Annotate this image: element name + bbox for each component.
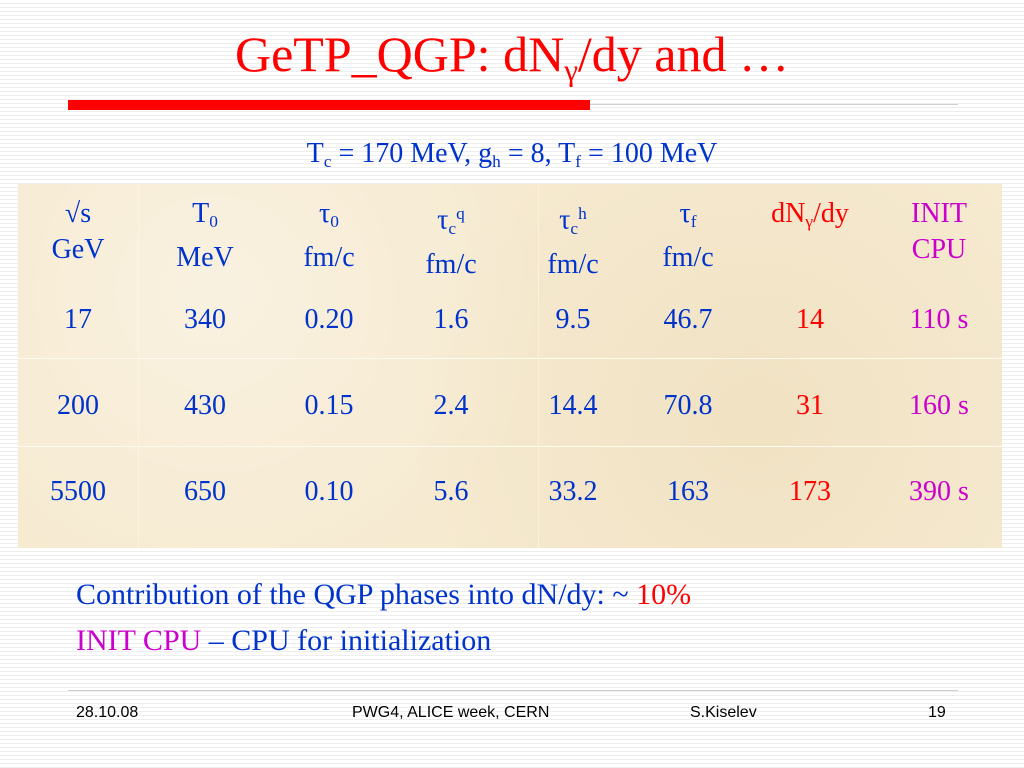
header-tau0-subscript: 0 <box>330 212 339 232</box>
header-dn-dy-subscript: γ <box>805 212 814 232</box>
note-init-cpu-definition: – CPU for initialization <box>201 624 492 657</box>
title-divider-red <box>68 100 590 110</box>
header-tau-cq-symbol: τ <box>437 204 449 236</box>
table-cell-dn-dy: 31 <box>796 390 824 421</box>
header-tau-cq-superscript: q <box>456 204 465 223</box>
header-sqrt-s-unit: GeV <box>51 234 105 265</box>
header-tau-ch-superscript: h <box>578 204 587 223</box>
header-tau-f-unit: fm/c <box>662 242 714 274</box>
header-tau-f-subscript: f <box>690 212 697 232</box>
header-cpu-label: CPU <box>911 234 967 265</box>
header-tau-f: τf fm/c <box>638 196 738 276</box>
row-divider <box>18 446 1002 447</box>
header-t0: T0 MeV <box>150 196 260 276</box>
header-tau0-unit: fm/c <box>303 242 355 274</box>
footer-divider <box>68 690 958 691</box>
header-dn-dy-pre: dN <box>771 198 806 229</box>
header-dn-dy-post: /dy <box>813 198 849 229</box>
param-tf-subscript: f <box>575 152 582 172</box>
header-tau-cq: τcq fm/c <box>396 196 506 283</box>
header-init-label: INIT <box>911 198 967 229</box>
table-cell: 70.8 <box>663 390 713 421</box>
results-table: √s GeV T0 MeV τ0 fm/c τcq fm/c τch fm/c … <box>18 184 1002 548</box>
footer-page-number: 19 <box>928 704 946 721</box>
title-text-end: /dy and … <box>577 26 789 82</box>
header-tau-ch: τch fm/c <box>518 196 628 283</box>
header-t0-unit: MeV <box>176 242 234 274</box>
table-cell: 1.6 <box>433 304 469 335</box>
header-tau-cq-unit: fm/c <box>425 248 477 280</box>
parameters-line: Tc = 170 MeV, gh = 8, Tf = 100 MeV <box>0 134 1024 182</box>
footer-event: PWG4, ALICE week, CERN <box>352 704 550 721</box>
table-cell-init-cpu: 110 s <box>909 304 969 335</box>
table-cell-init-cpu: 390 s <box>909 476 969 507</box>
column-divider <box>538 184 539 548</box>
param-tf-value: = 100 MeV <box>581 138 718 169</box>
header-tau0: τ0 fm/c <box>274 196 384 276</box>
slide-title: GeTP_QGP: dNγ/dy and … <box>0 22 1024 102</box>
param-tc-value: = 170 MeV, g <box>331 138 493 169</box>
note-contribution-text: Contribution of the QGP phases into dN/d… <box>76 578 637 611</box>
param-tc-subscript: c <box>323 152 332 172</box>
title-subscript: γ <box>564 52 578 88</box>
table-cell: 14.4 <box>548 390 598 421</box>
header-sqrt-s: √s GeV <box>18 196 138 268</box>
param-tc-symbol: T <box>306 138 324 169</box>
header-tau-f-symbol: τ <box>679 198 691 229</box>
param-gh-subscript: h <box>492 152 501 172</box>
table-cell: 200 <box>57 390 99 421</box>
table-cell-init-cpu: 160 s <box>909 390 969 421</box>
table-cell: 46.7 <box>663 304 713 335</box>
note-init-cpu-term: INIT CPU <box>76 624 202 657</box>
header-sqrt-s-label: √s <box>64 198 92 229</box>
note-contribution-percent: 10% <box>636 578 692 611</box>
note-line-contribution: Contribution of the QGP phases into dN/d… <box>76 572 691 618</box>
footer-author: S.Kiselev <box>690 704 757 721</box>
column-divider <box>138 184 139 548</box>
table-cell-dn-dy: 173 <box>789 476 831 507</box>
header-t0-subscript: 0 <box>209 212 218 232</box>
table-cell: 340 <box>184 304 226 335</box>
note-line-init-cpu: INIT CPU – CPU for initialization <box>76 618 691 664</box>
table-cell: 17 <box>64 304 92 335</box>
table-cell: 650 <box>184 476 226 507</box>
table-cell: 2.4 <box>433 390 469 421</box>
table-cell: 33.2 <box>548 476 598 507</box>
table-cell: 5500 <box>50 476 106 507</box>
table-cell: 0.15 <box>304 390 354 421</box>
header-init-cpu: INIT CPU <box>884 196 994 268</box>
notes-block: Contribution of the QGP phases into dN/d… <box>76 572 691 664</box>
header-dn-dy: dNγ/dy <box>748 196 872 240</box>
table-cell: 9.5 <box>555 304 591 335</box>
header-t0-symbol: T <box>192 198 210 229</box>
table-cell: 0.20 <box>304 304 354 335</box>
header-tau-ch-unit: fm/c <box>547 248 599 280</box>
table-cell-dn-dy: 14 <box>796 304 824 335</box>
param-gh-value: = 8, T <box>500 138 576 169</box>
header-tau0-symbol: τ <box>319 198 331 229</box>
table-cell: 5.6 <box>433 476 469 507</box>
header-tau-ch-subscript: c <box>570 218 579 238</box>
header-tau-cq-subscript: c <box>448 218 457 238</box>
table-cell: 163 <box>667 476 709 507</box>
table-cell: 0.10 <box>304 476 354 507</box>
table-cell: 430 <box>184 390 226 421</box>
title-text-main: GeTP_QGP: dN <box>235 26 565 82</box>
footer-date: 28.10.08 <box>76 704 139 721</box>
header-tau-ch-symbol: τ <box>559 204 571 236</box>
row-divider <box>18 358 1002 359</box>
